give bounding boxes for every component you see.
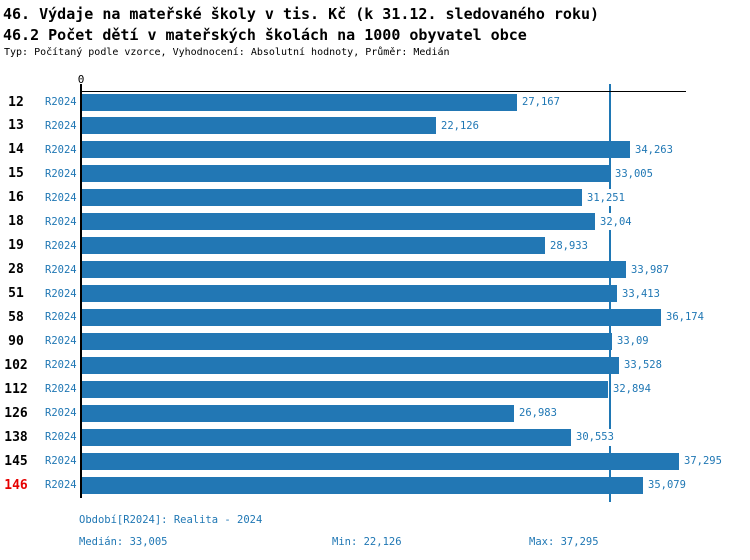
chart-meta-line: Typ: Počítaný podle vzorce, Vyhodnocení:…	[4, 47, 450, 58]
bar-value-label: 26,983	[517, 404, 559, 422]
category-label: 16	[8, 190, 24, 206]
series-period-label: R2024	[45, 191, 77, 204]
x-axis-zero-tick-label: 0	[77, 73, 85, 86]
bar	[82, 261, 626, 279]
category-label: 14	[8, 142, 24, 158]
series-period-label: R2024	[45, 96, 77, 108]
series-period-label: R2024	[45, 431, 77, 444]
bar	[82, 237, 545, 255]
bar	[82, 165, 610, 183]
footer-min-label: Min: 22,126	[332, 536, 402, 548]
series-period-label: R2024	[45, 119, 77, 132]
series-period-label: R2024	[45, 239, 77, 252]
footer-max-label: Max: 37,295	[529, 536, 599, 548]
series-period-label: R2024	[45, 479, 77, 492]
bar-value-label: 33,005	[613, 165, 655, 183]
category-label: 90	[8, 333, 24, 349]
series-period-label: R2024	[45, 383, 77, 396]
category-label: 146	[4, 477, 28, 493]
bar-value-label: 27,167	[520, 93, 562, 111]
category-label: 12	[8, 94, 24, 110]
series-period-label: R2024	[45, 167, 77, 180]
bar	[82, 141, 630, 159]
bar	[82, 308, 661, 326]
category-label: 15	[8, 166, 24, 182]
bar-value-label: 34,263	[633, 141, 675, 159]
series-period-label: R2024	[45, 143, 77, 156]
bar	[82, 380, 608, 398]
x-axis-top-line	[81, 91, 686, 92]
bar-value-label: 33,413	[620, 285, 662, 303]
bar	[82, 189, 582, 207]
series-period-label: R2024	[45, 263, 77, 276]
bar-value-label: 35,079	[646, 476, 688, 494]
category-label: 112	[4, 381, 28, 397]
series-period-label: R2024	[45, 407, 77, 420]
chart-subtitle: 46.2 Počet dětí v mateřských školách na …	[3, 26, 527, 44]
footer-period-label: Období[R2024]: Realita - 2024	[79, 514, 263, 526]
bar-value-label: 33,528	[622, 356, 664, 374]
bar	[82, 428, 571, 446]
bar	[82, 476, 643, 494]
bar	[82, 93, 517, 111]
bar	[82, 117, 436, 135]
bar	[82, 404, 514, 422]
bar-value-label: 28,933	[548, 237, 590, 255]
bar	[82, 285, 617, 303]
y-axis-line	[80, 84, 82, 498]
bar-value-label: 32,894	[611, 380, 653, 398]
category-label: 102	[4, 357, 28, 373]
bar-value-label: 33,09	[615, 332, 651, 350]
chart-title: 46. Výdaje na mateřské školy v tis. Kč (…	[3, 5, 600, 23]
bar-value-label: 32,04	[598, 213, 634, 231]
series-period-label: R2024	[45, 455, 77, 468]
bar	[82, 452, 679, 470]
bar-value-label: 30,553	[574, 428, 616, 446]
series-period-label: R2024	[45, 215, 77, 228]
bar-value-label: 37,295	[682, 452, 724, 470]
bar	[82, 213, 595, 231]
category-label: 126	[4, 405, 28, 421]
category-label: 28	[8, 262, 24, 278]
bar	[82, 356, 619, 374]
bar-value-label: 36,174	[664, 308, 706, 326]
bar	[82, 332, 612, 350]
series-period-label: R2024	[45, 287, 77, 300]
category-label: 19	[8, 238, 24, 254]
bar-value-label: 31,251	[585, 189, 627, 207]
category-label: 145	[4, 453, 28, 469]
series-period-label: R2024	[45, 335, 77, 348]
category-label: 138	[4, 429, 28, 445]
bar-value-label: 33,987	[629, 261, 671, 279]
category-label: 18	[8, 214, 24, 230]
category-label: 51	[8, 286, 24, 302]
series-period-label: R2024	[45, 311, 77, 324]
category-label: 58	[8, 309, 24, 325]
footer-median-label: Medián: 33,005	[79, 536, 168, 548]
bar-value-label: 22,126	[439, 117, 481, 135]
category-label: 13	[8, 118, 24, 134]
series-period-label: R2024	[45, 359, 77, 372]
